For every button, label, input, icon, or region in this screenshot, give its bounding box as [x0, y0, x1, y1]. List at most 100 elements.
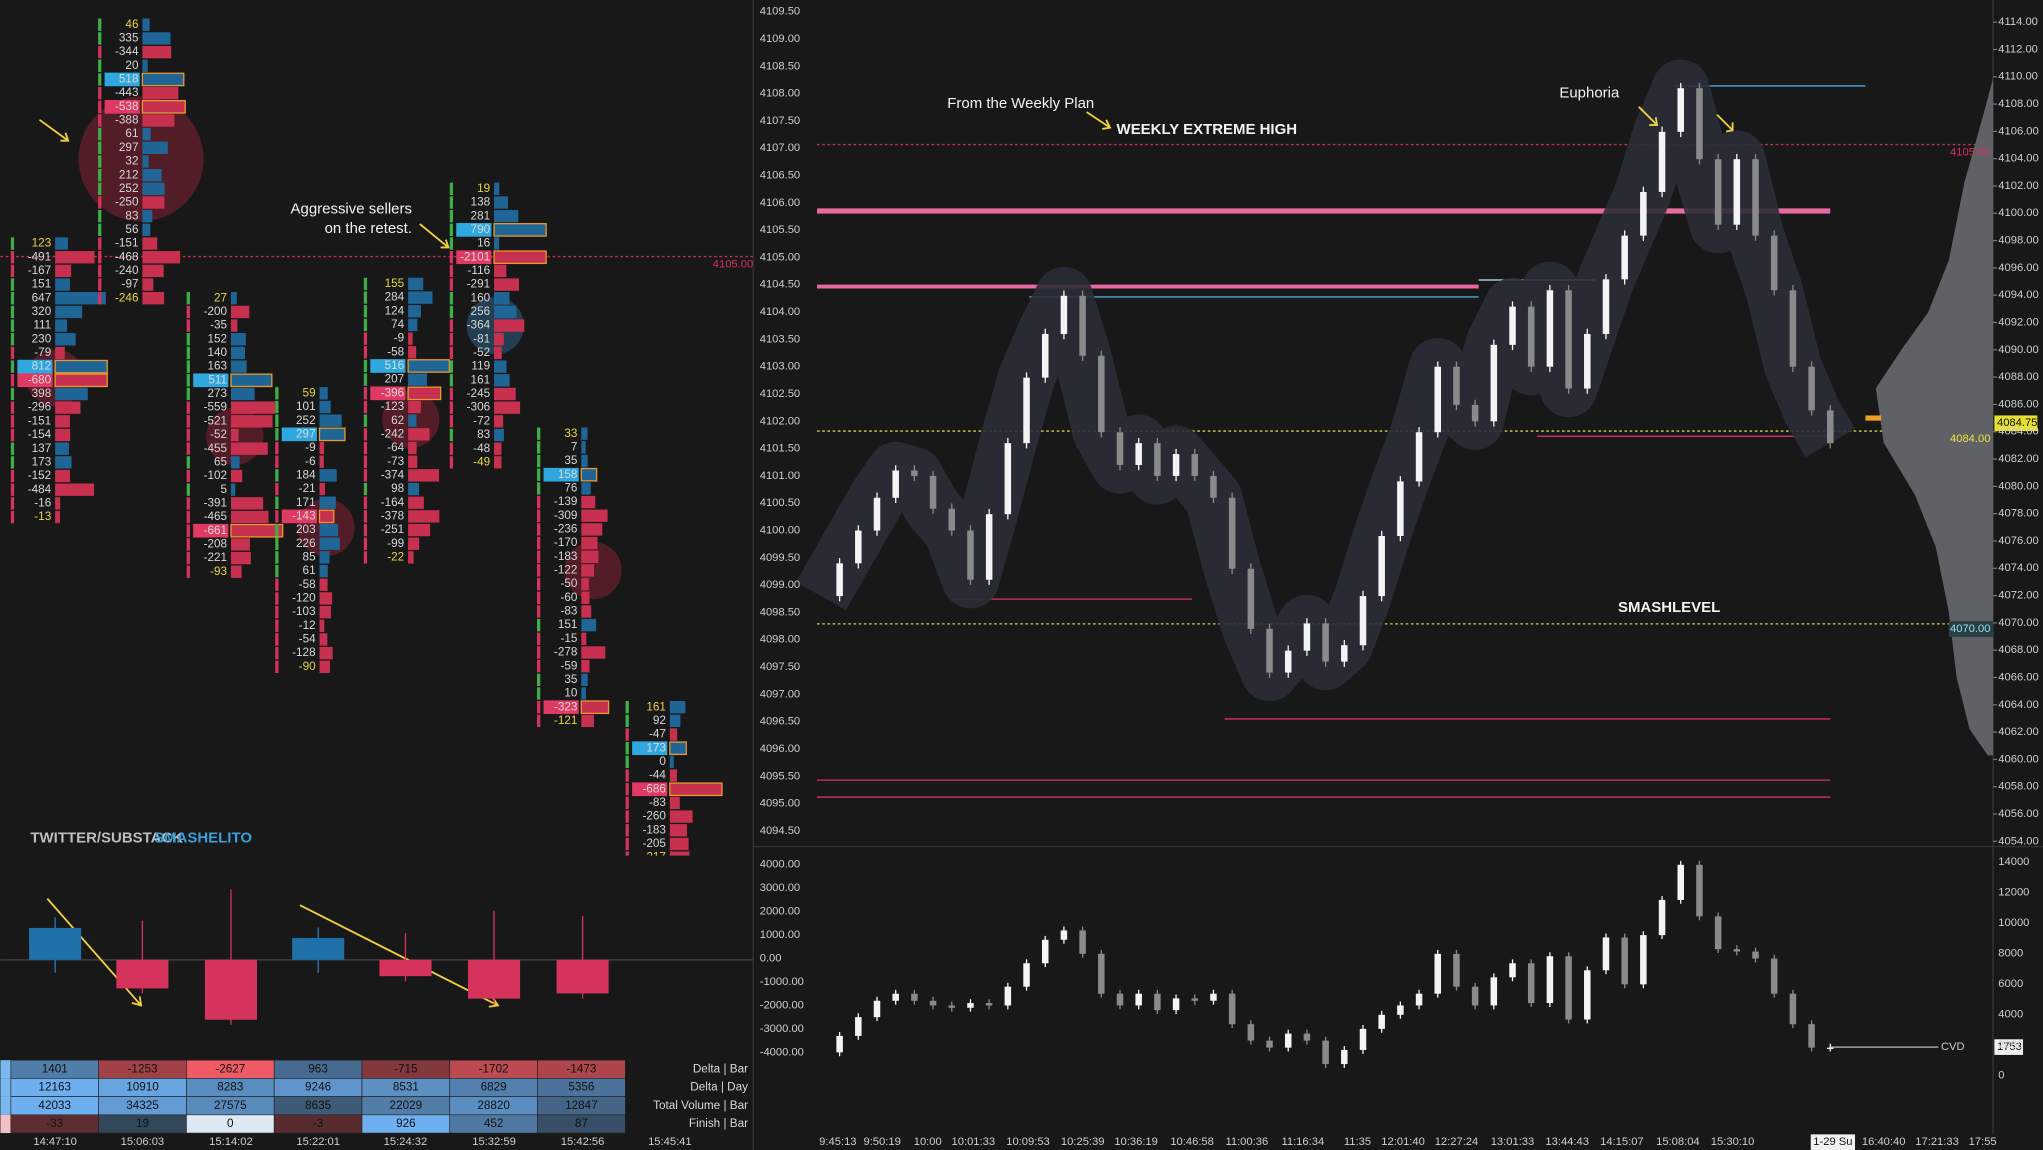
row-marker — [363, 414, 368, 427]
volume-bar — [230, 551, 251, 565]
volume-bar — [408, 469, 440, 482]
time-axis-label: 15:14:02 — [209, 1136, 253, 1148]
price-tag: 4105.00 — [1950, 146, 1990, 158]
cvd-candle — [1359, 1028, 1367, 1050]
time-axis-label: 10:00 — [914, 1136, 942, 1148]
footprint-value: 226 — [296, 537, 316, 550]
row-marker — [363, 305, 368, 318]
row-marker — [186, 442, 190, 455]
price-tag-box — [1994, 1039, 2024, 1055]
volume-bar — [494, 456, 502, 469]
cvd-candle — [1041, 939, 1049, 964]
time-axis-label: 12:01:40 — [1381, 1136, 1425, 1148]
volume-bar — [408, 373, 427, 386]
footprint-value: -183 — [554, 550, 577, 563]
volume-bar — [55, 428, 71, 442]
volume-bar — [408, 496, 424, 509]
table-value: 12163 — [38, 1081, 71, 1094]
volume-bar — [580, 467, 598, 482]
row-marker — [10, 278, 15, 291]
table-value: 28820 — [477, 1099, 510, 1112]
row-marker — [186, 401, 190, 414]
footprint-value: -90 — [299, 660, 316, 673]
footprint-value: 137 — [32, 442, 52, 455]
candle — [1247, 568, 1255, 629]
row-marker — [186, 538, 190, 551]
time-axis-label: 10:01:33 — [952, 1136, 996, 1148]
volume-bar — [669, 701, 686, 714]
footprint-value: 74 — [391, 318, 405, 331]
candle — [1098, 355, 1105, 433]
footprint-value: -208 — [204, 537, 228, 550]
min-cell — [632, 782, 668, 797]
footprint-value: 140 — [207, 346, 227, 359]
table-cell — [0, 1078, 11, 1097]
cvd-candle — [911, 993, 918, 1001]
volume-bar — [142, 182, 165, 196]
table-cell — [537, 1114, 626, 1134]
footprint-value: -364 — [467, 319, 491, 332]
cvd-axis-label: 8000 — [1998, 948, 2023, 960]
volume-bar — [55, 497, 61, 510]
table-value: 5356 — [568, 1081, 594, 1094]
footprint-value: 138 — [471, 196, 491, 209]
volume-bar — [669, 741, 687, 756]
row-marker — [537, 577, 541, 591]
candle — [1004, 443, 1012, 515]
min-cell — [543, 700, 579, 715]
footprint-value: -296 — [28, 401, 51, 414]
cvd-candle — [1565, 956, 1572, 1020]
price-tag-box — [1994, 415, 2038, 432]
row-marker — [10, 346, 15, 360]
price-axis-label: 4104.50 — [760, 279, 800, 291]
footprint-value: -81 — [473, 332, 490, 345]
table-row-label: Delta | Bar — [693, 1062, 748, 1075]
cvd-candle — [873, 1000, 881, 1018]
row-marker — [186, 483, 190, 496]
row-marker — [449, 415, 454, 428]
row-marker — [275, 551, 279, 564]
row-marker — [363, 291, 368, 304]
footprint-value: 203 — [296, 523, 316, 536]
row-marker — [275, 537, 279, 550]
candle — [1621, 235, 1628, 280]
row-marker — [98, 100, 102, 113]
volume-bar — [319, 523, 339, 537]
volume-bar — [408, 510, 440, 523]
table-row-label: Finish | Bar — [689, 1117, 748, 1130]
volume-bar — [581, 632, 587, 646]
footprint-value: 252 — [296, 414, 316, 427]
price-axis-label: 4108.00 — [1998, 98, 2038, 110]
footprint-value: -72 — [473, 414, 490, 427]
cvd-axis-label: 0.00 — [760, 953, 782, 965]
footprint-value: 83 — [477, 428, 490, 441]
footprint-value: -686 — [642, 782, 665, 795]
row-marker — [186, 456, 190, 469]
table-value: 42033 — [38, 1099, 71, 1112]
min-cell — [17, 373, 53, 388]
row-marker — [98, 264, 102, 278]
footprint-value: 85 — [303, 551, 317, 564]
footprint-value: 33 — [564, 427, 577, 440]
footprint-value: 152 — [207, 332, 227, 345]
time-axis-label: 15:08:04 — [1656, 1136, 1700, 1148]
footprint-value: -151 — [28, 414, 51, 427]
cvd-candle — [1116, 993, 1124, 1006]
table-value: 8531 — [393, 1081, 419, 1094]
footprint-value: 518 — [119, 73, 139, 86]
volume-bar — [230, 387, 255, 401]
time-axis-label: 15:45:41 — [648, 1136, 692, 1148]
row-marker — [625, 755, 629, 769]
candle — [1135, 443, 1142, 466]
volume-bar — [142, 59, 148, 72]
cvd-candle — [1415, 993, 1423, 1006]
candle — [1023, 377, 1030, 444]
candle — [1584, 333, 1591, 389]
cvd-candle — [1322, 1040, 1329, 1065]
volume-bar — [581, 714, 594, 728]
footprint-value: -680 — [28, 373, 52, 386]
footprint-value: -123 — [381, 400, 404, 413]
footprint-value: -83 — [560, 605, 577, 618]
delta-bar — [467, 959, 521, 999]
row-marker — [275, 400, 279, 414]
